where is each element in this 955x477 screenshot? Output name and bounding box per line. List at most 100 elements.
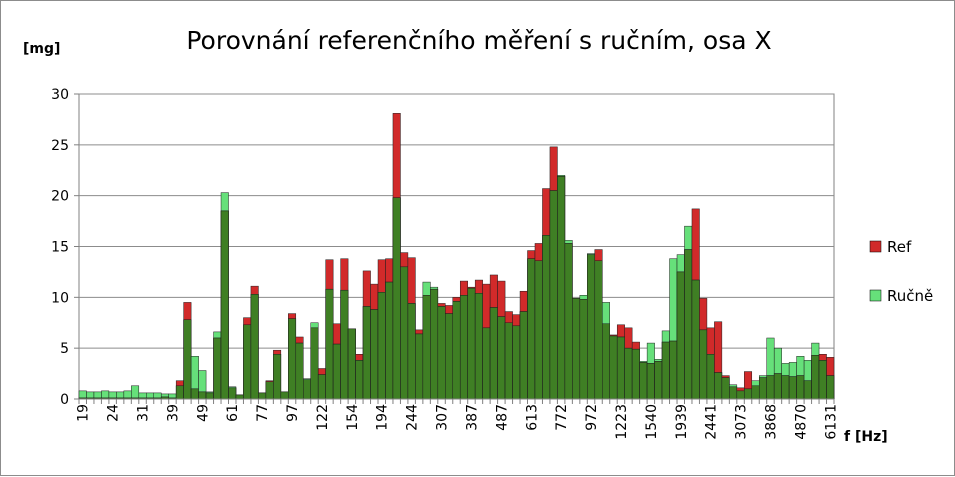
legend-label-ref: Ref	[887, 238, 912, 256]
bar-overlap	[332, 343, 341, 400]
y-tick-label: 0	[60, 392, 69, 408]
bar-overlap	[235, 394, 244, 400]
legend-swatch-ref	[869, 240, 882, 253]
x-tick-label: 2441	[704, 404, 720, 440]
bar-overlap	[811, 355, 820, 400]
bar-overlap	[280, 391, 289, 400]
bar-overlap	[459, 295, 468, 400]
bar-overlap	[587, 254, 596, 400]
bars	[78, 113, 835, 400]
bar-overlap	[467, 287, 476, 400]
bar-overlap	[699, 329, 708, 400]
bar-overlap	[258, 392, 267, 400]
x-tick-label: 4870	[793, 404, 809, 440]
y-axis-unit-label: [mg]	[23, 41, 60, 57]
y-tick-label: 5	[60, 341, 69, 357]
y-tick-label: 30	[51, 87, 69, 103]
y-tick-label: 15	[51, 240, 69, 256]
x-tick-label: 39	[165, 404, 181, 422]
bar-overlap	[362, 306, 371, 400]
bar-overlap	[773, 373, 782, 400]
bar-overlap	[265, 381, 274, 400]
x-tick-label: 1540	[644, 404, 660, 440]
x-tick-label: 613	[524, 404, 540, 431]
bar-overlap	[527, 258, 536, 400]
bar-overlap	[616, 336, 625, 400]
bar-overlap	[205, 392, 214, 400]
bar-overlap	[310, 327, 319, 400]
x-tick-label: 772	[554, 404, 570, 431]
x-tick-label: 387	[464, 404, 480, 431]
bar-overlap	[803, 380, 812, 400]
bar-overlap	[826, 375, 835, 400]
x-tick-label: 244	[405, 404, 421, 431]
bar-overlap	[796, 375, 805, 400]
bar-overlap	[273, 354, 282, 400]
x-tick-label: 972	[584, 404, 600, 431]
bar-overlap	[661, 341, 670, 400]
bar-overlap	[669, 340, 678, 400]
x-tick-label: 487	[494, 404, 510, 431]
y-tick-label: 25	[51, 138, 69, 154]
bar-overlap	[430, 288, 439, 400]
y-tick-label: 20	[51, 189, 69, 205]
bar-overlap	[751, 385, 760, 400]
bar-overlap	[385, 281, 394, 400]
chart-title: Porovnání referenčního měření s ručním, …	[186, 26, 771, 55]
bar-overlap	[198, 391, 207, 400]
bar-overlap	[325, 288, 334, 400]
bar-overlap	[220, 210, 229, 400]
bar-overlap	[818, 360, 827, 400]
bar-overlap	[489, 307, 498, 400]
bar-overlap	[729, 386, 738, 400]
bar-overlap	[758, 377, 767, 400]
bar-overlap	[407, 303, 416, 400]
x-tick-label: 6131	[823, 404, 839, 440]
x-tick-label: 61	[225, 404, 241, 422]
bar-overlap	[691, 279, 700, 400]
bar-overlap	[684, 249, 693, 400]
bar-overlap	[295, 342, 304, 400]
bar-overlap	[504, 322, 513, 400]
bar-overlap	[422, 295, 431, 400]
x-axis-unit-label: f [Hz]	[844, 429, 888, 445]
bar-overlap	[497, 316, 506, 400]
x-tick-label: 122	[315, 404, 331, 431]
bar-overlap	[340, 289, 349, 400]
bar-overlap	[706, 354, 715, 400]
x-tick-label: 31	[136, 404, 152, 422]
x-tick-label: 3868	[763, 404, 779, 440]
bar-overlap	[564, 243, 573, 400]
x-tick-label: 49	[195, 404, 211, 422]
bar-overlap	[445, 313, 454, 400]
bar-overlap	[452, 301, 461, 400]
legend-label-rucne: Ručně	[887, 287, 933, 305]
legend: Ref Ručně	[869, 238, 933, 305]
bar-overlap	[317, 374, 326, 400]
x-tick-label: 1223	[614, 404, 630, 440]
bar-overlap	[437, 306, 446, 400]
bar-rucne	[131, 385, 140, 400]
x-tick-label: 307	[435, 404, 451, 431]
bar-overlap	[766, 375, 775, 400]
bar-overlap	[542, 235, 551, 400]
bar-overlap	[557, 176, 566, 400]
bar-overlap	[639, 362, 648, 400]
bar-overlap	[250, 294, 259, 400]
bar-overlap	[519, 311, 528, 400]
bar-overlap	[415, 333, 424, 400]
bar-overlap	[228, 387, 237, 400]
x-tick-label: 19	[76, 404, 92, 422]
x-tick-label: 24	[106, 404, 122, 422]
bar-overlap	[744, 388, 753, 400]
bar-overlap	[594, 260, 603, 400]
bar-overlap	[721, 377, 730, 400]
bar-overlap	[602, 323, 610, 400]
bar-overlap	[572, 298, 581, 400]
bar-overlap	[788, 376, 797, 400]
bar-overlap	[190, 388, 199, 400]
x-tick-label: 97	[285, 404, 301, 422]
bar-overlap	[183, 319, 192, 400]
bar-overlap	[646, 363, 655, 400]
